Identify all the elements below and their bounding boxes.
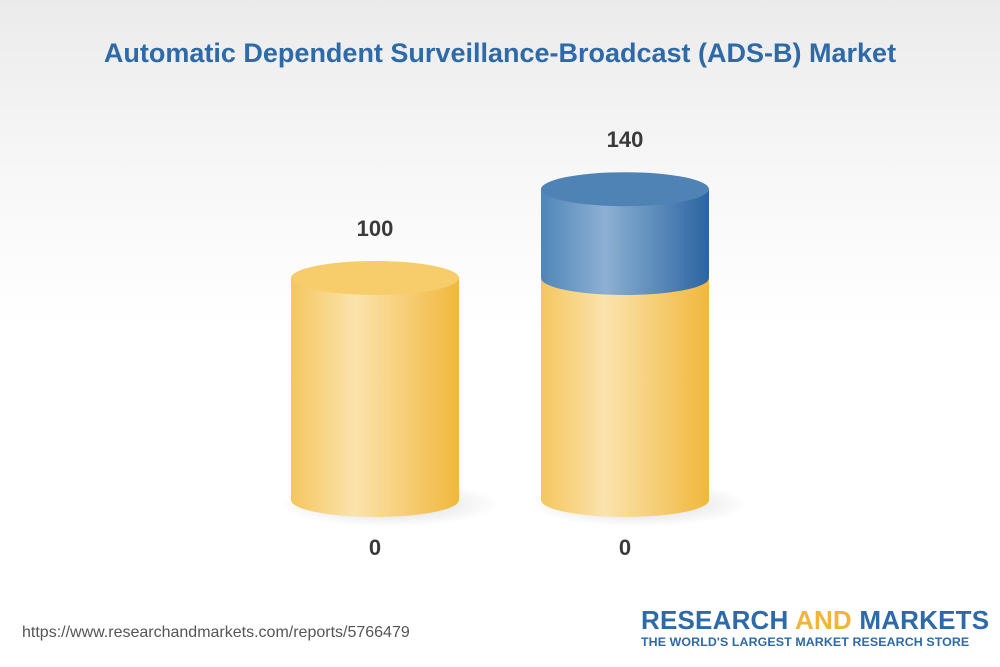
source-url: https://www.researchandmarkets.com/repor… [22, 624, 410, 641]
brand-name: RESEARCH AND MARKETS [641, 605, 989, 635]
chart-title: Automatic Dependent Surveillance-Broadca… [103, 38, 897, 68]
bar-base-label: 0 [619, 535, 631, 560]
bar-top-cap [291, 261, 459, 295]
bar-total-label: 100 [357, 216, 394, 241]
bar-segment-2-series-2 [541, 189, 709, 295]
bar-segment-1-series-1 [291, 278, 459, 517]
brand-name-part1: RESEARCH [641, 605, 795, 635]
cylinder-bar-1: 100 0 [279, 216, 499, 560]
brand-name-part2: MARKETS [851, 605, 990, 635]
bar-top-cap [541, 172, 709, 207]
brand-tagline: THE WORLD'S LARGEST MARKET RESEARCH STOR… [641, 635, 970, 649]
bar-total-label: 140 [607, 127, 644, 152]
brand-logo: RESEARCH AND MARKETS THE WORLD'S LARGEST… [641, 605, 989, 650]
cylinder-bar-2: 140 0 [529, 127, 749, 560]
brand-name-accent: AND [794, 605, 852, 635]
bar-segment-2-series-1 [541, 278, 709, 517]
bar-base-label: 0 [369, 535, 381, 560]
